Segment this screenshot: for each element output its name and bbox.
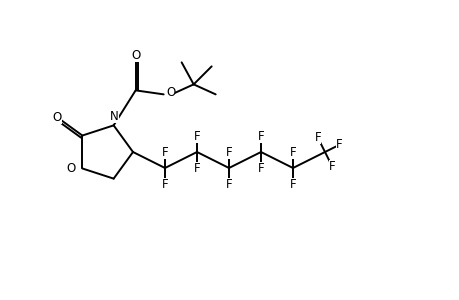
Text: F: F — [193, 130, 200, 142]
Text: F: F — [257, 130, 264, 142]
Text: O: O — [166, 86, 175, 99]
Text: F: F — [328, 160, 335, 173]
Text: N: N — [110, 110, 119, 123]
Text: F: F — [314, 131, 320, 144]
Text: F: F — [161, 178, 168, 190]
Text: O: O — [66, 162, 75, 175]
Text: F: F — [257, 161, 264, 175]
Text: F: F — [225, 178, 232, 190]
Text: F: F — [161, 146, 168, 158]
Text: F: F — [289, 178, 296, 190]
Text: O: O — [131, 49, 140, 62]
Text: O: O — [52, 111, 62, 124]
Text: F: F — [225, 146, 232, 158]
Text: F: F — [289, 146, 296, 158]
Text: F: F — [193, 161, 200, 175]
Text: F: F — [335, 138, 342, 151]
